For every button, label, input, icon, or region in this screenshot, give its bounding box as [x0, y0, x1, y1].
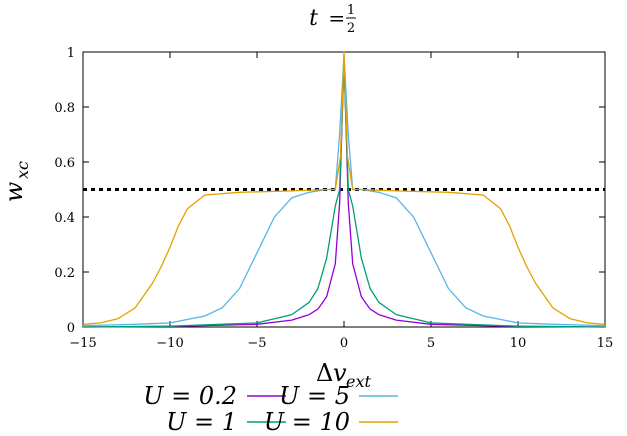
- series-line-2: [82, 62, 606, 328]
- y-tick-label: 0.2: [54, 266, 75, 281]
- x-tick-label: 0: [340, 336, 348, 351]
- legend-label: U = 1: [166, 408, 237, 436]
- x-tick-label: −15: [69, 336, 96, 351]
- title-variable: t: [309, 6, 318, 31]
- y-tick-label: 0.8: [54, 101, 75, 116]
- y-tick-label: 0: [67, 321, 75, 336]
- y-axis-label: w xc: [0, 161, 32, 202]
- x-tick-label: −5: [247, 336, 266, 351]
- x-axis-label-delta: Δ: [316, 359, 333, 387]
- legend-label: U = 10: [264, 408, 350, 436]
- title-numerator: 1: [347, 3, 355, 18]
- series-line-1: [82, 56, 606, 328]
- axis-tick-labels: −15 −10 −5 0 5 10 15 0 0.2 0.4 0.6 0.8 1: [54, 46, 613, 351]
- x-axis-label: Δ v ext: [316, 359, 371, 391]
- y-tick-label: 0.6: [54, 156, 75, 171]
- x-tick-label: 10: [510, 336, 527, 351]
- x-tick-label: 5: [427, 336, 435, 351]
- x-axis-label-subscript: ext: [346, 372, 371, 391]
- legend-label: U = 0.2: [143, 382, 237, 410]
- title-denominator: 2: [347, 21, 355, 36]
- x-tick-label: −10: [156, 336, 183, 351]
- x-tick-label: 15: [597, 336, 614, 351]
- y-axis-label-main: w: [0, 181, 28, 202]
- series-group: [82, 51, 606, 328]
- y-tick-label: 0.4: [54, 211, 75, 226]
- legend-label: U = 5: [279, 382, 350, 410]
- y-tick-label: 1: [67, 46, 75, 61]
- series-line-4: [82, 51, 606, 325]
- x-axis-label-variable: v: [333, 359, 347, 387]
- chart-title: t = 1 2: [309, 3, 356, 36]
- y-axis-label-subscript: xc: [13, 161, 32, 179]
- legend: U = 0.2U = 1 U = 5U = 10: [143, 382, 398, 436]
